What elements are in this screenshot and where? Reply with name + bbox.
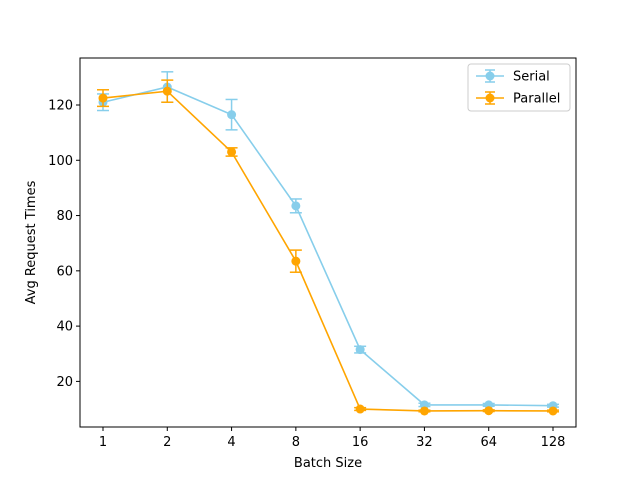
x-tick-label: 128: [541, 435, 566, 450]
data-point: [419, 406, 429, 416]
data-point: [355, 404, 365, 414]
y-tick-label: 60: [56, 264, 73, 279]
data-point: [291, 256, 301, 266]
x-tick-label: 32: [416, 435, 433, 450]
y-tick-label: 40: [56, 320, 73, 335]
data-point: [355, 345, 365, 355]
y-tick-label: 20: [56, 375, 73, 390]
x-tick-label: 8: [292, 435, 300, 450]
data-point: [98, 93, 108, 103]
data-point: [227, 110, 237, 120]
data-point: [548, 406, 558, 416]
y-tick-label: 80: [56, 209, 73, 224]
axes-frame: [79, 57, 577, 428]
x-tick-label: 4: [227, 435, 235, 450]
data-point: [291, 201, 301, 211]
series-parallel: [97, 79, 559, 416]
legend-item-parallel: Parallel: [476, 91, 560, 107]
legend-item-serial: Serial: [476, 69, 550, 85]
data-point: [162, 86, 172, 96]
legend-label: Parallel: [513, 92, 560, 107]
x-tick-label: 16: [352, 435, 369, 450]
data-point: [484, 406, 494, 416]
legend: Serial Parallel: [467, 63, 571, 112]
axes-layer: 1 2 4 8 16 32 64 128 20 40 60 80 100 120: [48, 57, 577, 450]
x-tick-label: 64: [480, 435, 497, 450]
data-point: [227, 147, 237, 157]
series-layer: [97, 71, 559, 416]
x-tick-label: 2: [163, 435, 171, 450]
y-tick-label: 100: [48, 154, 73, 169]
legend-marker: [485, 71, 495, 81]
x-tick-label: 1: [99, 435, 107, 450]
y-axis-label: Avg Request Times: [24, 180, 39, 304]
x-axis-label: Batch Size: [294, 456, 362, 471]
legend-marker: [485, 93, 495, 103]
y-tick-label: 120: [48, 98, 73, 113]
series-line: [102, 90, 554, 412]
legend-label: Serial: [513, 70, 550, 85]
series-line: [102, 86, 554, 407]
plot-area: [80, 58, 576, 427]
